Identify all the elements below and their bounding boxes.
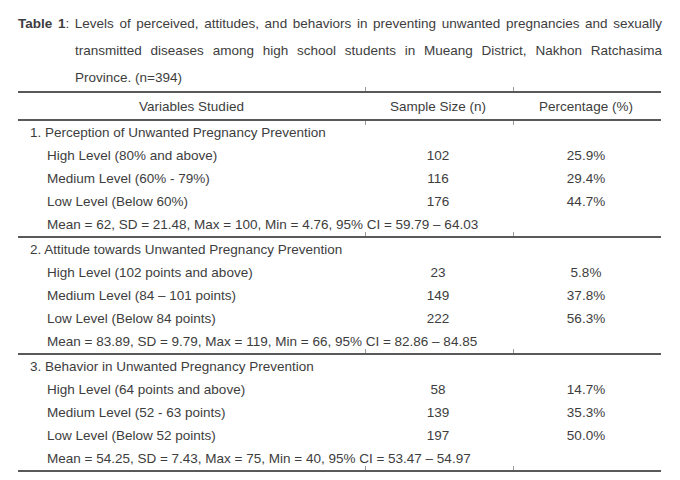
document-page: Table 1: Levels of perceived, attitudes,… [0, 0, 680, 480]
row-label: High Level (102 points and above) [18, 265, 365, 280]
column-header-sample-size: Sample Size (n) [365, 99, 511, 114]
section-heading-row: 1. Perception of Unwanted Pregnancy Prev… [18, 121, 661, 144]
section-heading: 2. Attitude towards Unwanted Pregnancy P… [18, 242, 365, 257]
row-percentage: 25.9% [511, 148, 661, 163]
results-table: Variables Studied Sample Size (n) Percen… [18, 91, 661, 472]
table-header-row: Variables Studied Sample Size (n) Percen… [18, 93, 661, 121]
section-summary-row: Mean = 54.25, SD = 7.43, Max = 75, Min =… [18, 447, 661, 470]
column-header-percentage: Percentage (%) [511, 99, 661, 114]
column-boundary-tick [365, 232, 366, 236]
table-row: Low Level (Below 84 points) 222 56.3% [18, 307, 661, 330]
section-summary-row: Mean = 62, SD = 21.48, Max = 100, Min = … [18, 213, 661, 236]
column-boundary-tick [365, 87, 366, 91]
table-row: Medium Level (52 - 63 points) 139 35.3% [18, 401, 661, 424]
row-sample-size: 176 [365, 194, 511, 209]
row-percentage: 37.8% [511, 288, 661, 303]
caption-line-1-text: : Levels of perceived, attitudes, and be… [65, 16, 662, 31]
row-label: Medium Level (84 – 101 points) [18, 288, 365, 303]
row-sample-size: 23 [365, 265, 511, 280]
row-label: High Level (80% and above) [18, 148, 365, 163]
column-boundary-tick [513, 232, 514, 236]
section-summary-row: Mean = 83.89, SD = 9.79, Max = 119, Min … [18, 330, 661, 353]
table-row: Medium Level (60% - 79%) 116 29.4% [18, 167, 661, 190]
table-number-label: Table 1 [18, 16, 65, 31]
column-boundary-tick [513, 87, 514, 91]
table-section-attitude: 2. Attitude towards Unwanted Pregnancy P… [18, 238, 661, 355]
table-row: Low Level (Below 60%) 176 44.7% [18, 190, 661, 213]
row-sample-size: 116 [365, 171, 511, 186]
row-label: Low Level (Below 60%) [18, 194, 365, 209]
section-heading: 3. Behavior in Unwanted Pregnancy Preven… [18, 359, 365, 374]
row-percentage: 35.3% [511, 405, 661, 420]
table-row: Low Level (Below 52 points) 197 50.0% [18, 424, 661, 447]
row-sample-size: 139 [365, 405, 511, 420]
column-boundary-tick [513, 349, 514, 353]
column-boundary-tick [365, 349, 366, 353]
row-label: Medium Level (60% - 79%) [18, 171, 365, 186]
section-heading-row: 2. Attitude towards Unwanted Pregnancy P… [18, 238, 661, 261]
row-label: Low Level (Below 84 points) [18, 311, 365, 326]
table-caption: Table 1: Levels of perceived, attitudes,… [18, 10, 662, 91]
row-percentage: 29.4% [511, 171, 661, 186]
row-sample-size: 102 [365, 148, 511, 163]
row-sample-size: 149 [365, 288, 511, 303]
caption-line-2: transmitted diseases among high school s… [75, 37, 662, 64]
section-heading-row: 3. Behavior in Unwanted Pregnancy Preven… [18, 355, 661, 378]
row-percentage: 50.0% [511, 428, 661, 443]
row-sample-size: 58 [365, 382, 511, 397]
table-row: High Level (102 points and above) 23 5.8… [18, 261, 661, 284]
row-percentage: 14.7% [511, 382, 661, 397]
caption-line-1: Table 1: Levels of perceived, attitudes,… [18, 10, 662, 37]
table-row: Medium Level (84 – 101 points) 149 37.8% [18, 284, 661, 307]
column-boundary-tick [513, 121, 514, 125]
caption-line-3: Province. (n=394) [75, 64, 662, 91]
row-percentage: 44.7% [511, 194, 661, 209]
row-sample-size: 222 [365, 311, 511, 326]
column-boundary-tick [365, 466, 366, 470]
row-label: Medium Level (52 - 63 points) [18, 405, 365, 420]
row-sample-size: 197 [365, 428, 511, 443]
row-label: Low Level (Below 52 points) [18, 428, 365, 443]
table-section-perception: 1. Perception of Unwanted Pregnancy Prev… [18, 121, 661, 238]
column-boundary-tick [365, 121, 366, 125]
column-boundary-tick [513, 466, 514, 470]
row-percentage: 5.8% [511, 265, 661, 280]
column-header-variables: Variables Studied [18, 99, 365, 114]
section-heading: 1. Perception of Unwanted Pregnancy Prev… [18, 125, 365, 140]
table-row: High Level (80% and above) 102 25.9% [18, 144, 661, 167]
row-label: High Level (64 points and above) [18, 382, 365, 397]
table-row: High Level (64 points and above) 58 14.7… [18, 378, 661, 401]
table-section-behavior: 3. Behavior in Unwanted Pregnancy Preven… [18, 355, 661, 472]
row-percentage: 56.3% [511, 311, 661, 326]
